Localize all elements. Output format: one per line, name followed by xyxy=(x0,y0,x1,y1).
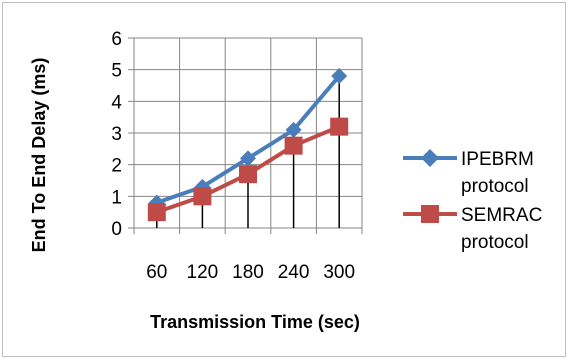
point-semrac-300 xyxy=(330,117,349,136)
legend-label-ipebrm: IPEBRM xyxy=(461,149,534,170)
y-tick-labels: 0 1 2 3 4 5 6 xyxy=(111,29,122,240)
legend-label-ipebrm-line2: protocol xyxy=(461,176,529,197)
legend-label-semrac: SEMRAC xyxy=(461,205,542,226)
point-semrac-180 xyxy=(239,165,257,184)
legend-marker-square-icon xyxy=(421,205,439,223)
legend-marker-diamond-icon xyxy=(421,149,439,167)
series-layer xyxy=(147,68,349,222)
y-tick-label-1: 1 xyxy=(111,187,122,208)
x-tick-labels: 60 120 180 240 300 xyxy=(146,262,355,283)
y-tick-label-2: 2 xyxy=(111,156,122,177)
x-tick-label-180: 180 xyxy=(232,262,264,283)
legend-label-semrac-line2: protocol xyxy=(461,232,529,253)
y-tick-label-4: 4 xyxy=(111,92,122,113)
legend: IPEBRM protocol SEMRAC protocol xyxy=(403,149,542,253)
point-ipebrm-180 xyxy=(240,150,256,167)
x-tick-label-240: 240 xyxy=(278,262,310,283)
legend-entry-ipebrm: IPEBRM protocol xyxy=(403,149,534,197)
x-tick-label-60: 60 xyxy=(146,262,167,283)
y-tick-label-6: 6 xyxy=(111,29,122,50)
point-ipebrm-300 xyxy=(331,68,348,84)
point-ipebrm-240 xyxy=(285,121,302,138)
point-semrac-120 xyxy=(193,187,212,206)
y-tick-label-0: 0 xyxy=(111,219,122,240)
x-axis-title: Transmission Time (sec) xyxy=(150,312,360,332)
point-semrac-60 xyxy=(147,203,166,222)
y-tick-label-5: 5 xyxy=(111,61,122,82)
point-semrac-240 xyxy=(284,136,303,155)
y-axis-title: End To End Delay (ms) xyxy=(29,58,49,253)
y-tick-label-3: 3 xyxy=(111,124,122,145)
legend-entry-semrac: SEMRAC protocol xyxy=(403,205,542,253)
x-tick-label-300: 300 xyxy=(323,262,355,283)
x-tick-label-120: 120 xyxy=(187,262,219,283)
chart-frame xyxy=(2,2,566,357)
